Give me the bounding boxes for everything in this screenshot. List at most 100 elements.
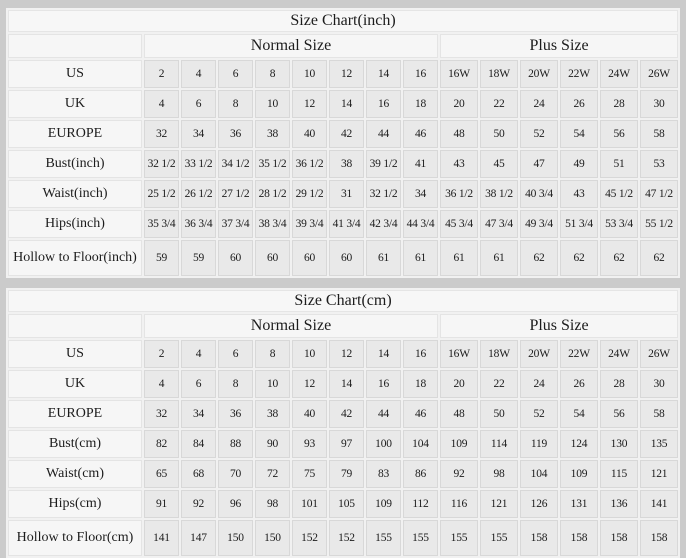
size-cell: 38 1/2 [480, 180, 518, 208]
size-cell: 12 [329, 60, 364, 88]
size-cell: 34 [181, 400, 216, 428]
row-label: Waist(inch) [8, 180, 142, 208]
table-row: Hips(cm) 91 92 96 98 101 105 109 112 116 121 126 131… [8, 490, 679, 518]
size-cell: 10 [255, 90, 290, 118]
size-cell: 61 [440, 240, 478, 276]
size-chart-inch-title: Size Chart(inch) [8, 10, 679, 32]
size-cell: 46 [403, 400, 438, 428]
size-cell: 36 [218, 120, 253, 148]
size-cell: 28 [600, 90, 638, 118]
size-cell: 53 [640, 150, 679, 178]
size-cell: 109 [560, 460, 598, 488]
size-cell: 84 [181, 430, 216, 458]
size-cell: 58 [640, 400, 679, 428]
size-cell: 48 [440, 400, 478, 428]
size-cell: 26 1/2 [181, 180, 216, 208]
size-cell: 24 [520, 90, 558, 118]
size-cell: 41 [403, 150, 438, 178]
table-row: Hollow to Floor(inch) 59 59 60 60 60 60 61 61 61 6… [8, 240, 679, 276]
size-cell: 14 [329, 90, 364, 118]
size-cell: 43 [560, 180, 598, 208]
size-cell: 45 3/4 [440, 210, 478, 238]
row-label: Bust(inch) [8, 150, 142, 178]
row-label: EUROPE [8, 400, 142, 428]
size-chart-inch-table: Size Chart(inch) Normal Size Plus Size US 2 4… [6, 8, 681, 278]
size-cell: 60 [255, 240, 290, 276]
size-cell: 114 [480, 430, 518, 458]
size-cell: 60 [292, 240, 327, 276]
size-cell: 39 3/4 [292, 210, 327, 238]
size-cell: 88 [218, 430, 253, 458]
size-cell: 44 [366, 400, 401, 428]
size-cell: 22 [480, 370, 518, 398]
row-label: Bust(cm) [8, 430, 142, 458]
size-cell: 47 3/4 [480, 210, 518, 238]
size-cell: 16W [440, 60, 478, 88]
row-label: EUROPE [8, 120, 142, 148]
size-cell: 121 [640, 460, 679, 488]
size-chart-inch-group-header-row: Normal Size Plus Size [8, 34, 679, 58]
size-cell: 8 [218, 90, 253, 118]
size-cell: 34 [403, 180, 438, 208]
size-cell: 42 [329, 400, 364, 428]
size-cell: 6 [218, 60, 253, 88]
size-cell: 92 [181, 490, 216, 518]
size-cell: 45 1/2 [600, 180, 638, 208]
table-row: Waist(cm) 65 68 70 72 75 79 83 86 92 98 104 109 115 12… [8, 460, 679, 488]
size-cell: 14 [366, 60, 401, 88]
size-cell: 109 [440, 430, 478, 458]
size-cell: 141 [640, 490, 679, 518]
size-cell: 32 [144, 400, 179, 428]
size-cell: 16W [440, 340, 478, 368]
size-cell: 42 3/4 [366, 210, 401, 238]
size-cell: 93 [292, 430, 327, 458]
size-cell: 62 [640, 240, 679, 276]
size-cell: 41 3/4 [329, 210, 364, 238]
size-cell: 26 [560, 90, 598, 118]
size-cell: 48 [440, 120, 478, 148]
size-cell: 18W [480, 340, 518, 368]
size-cell: 56 [600, 120, 638, 148]
size-cell: 22W [560, 60, 598, 88]
size-cell: 126 [520, 490, 558, 518]
size-cell: 6 [181, 90, 216, 118]
size-cell: 70 [218, 460, 253, 488]
size-cell: 38 [329, 150, 364, 178]
size-cell: 98 [480, 460, 518, 488]
size-cell: 150 [218, 520, 253, 556]
size-cell: 49 [560, 150, 598, 178]
size-cell: 136 [600, 490, 638, 518]
size-cell: 155 [366, 520, 401, 556]
size-cell: 59 [181, 240, 216, 276]
size-cell: 79 [329, 460, 364, 488]
size-cell: 38 [255, 400, 290, 428]
size-cell: 72 [255, 460, 290, 488]
size-cell: 18 [403, 90, 438, 118]
size-cell: 147 [181, 520, 216, 556]
size-chart-cm-title-row: Size Chart(cm) [8, 290, 679, 312]
size-cell: 35 1/2 [255, 150, 290, 178]
size-cell: 141 [144, 520, 179, 556]
table-row: Hips(inch) 35 3/4 36 3/4 37 3/4 38 3/4 39 3/4… [8, 210, 679, 238]
size-cell: 38 3/4 [255, 210, 290, 238]
row-label: Hips(inch) [8, 210, 142, 238]
size-cell: 10 [292, 60, 327, 88]
size-cell: 28 [600, 370, 638, 398]
size-cell: 16 [403, 60, 438, 88]
size-cell: 68 [181, 460, 216, 488]
size-cell: 34 1/2 [218, 150, 253, 178]
size-cell: 96 [218, 490, 253, 518]
row-label: Hollow to Floor(inch) [8, 240, 142, 276]
size-cell: 83 [366, 460, 401, 488]
size-cell: 75 [292, 460, 327, 488]
size-cell: 90 [255, 430, 290, 458]
size-cell: 61 [403, 240, 438, 276]
size-cell: 26 [560, 370, 598, 398]
size-cell: 43 [440, 150, 478, 178]
size-cell: 116 [440, 490, 478, 518]
group-header-plus-size: Plus Size [440, 314, 679, 338]
size-cell: 18 [403, 370, 438, 398]
size-cell: 24 [520, 370, 558, 398]
size-cell: 119 [520, 430, 558, 458]
size-cell: 12 [329, 340, 364, 368]
